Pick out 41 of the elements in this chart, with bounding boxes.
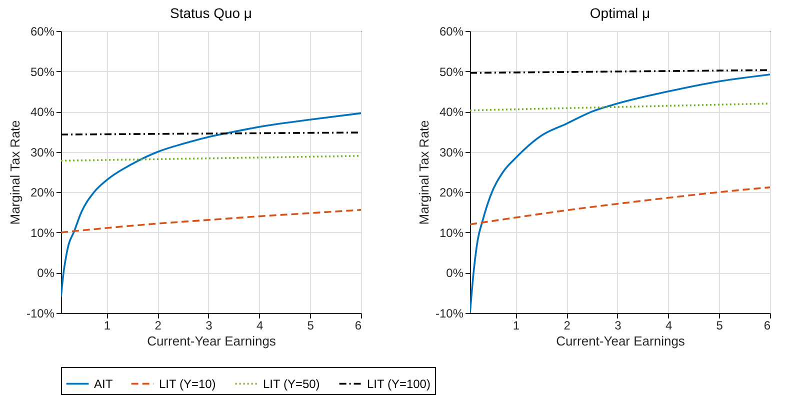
y-tick-label: 40%: [439, 105, 464, 120]
y-tick-label: -10%: [26, 306, 55, 320]
y-tick-label: 30%: [30, 145, 55, 160]
x-tick-label: 5: [307, 318, 314, 332]
legend-label: AIT: [94, 376, 114, 391]
y-tick-label: 10%: [30, 226, 55, 240]
y-axis-title: Marginal Tax Rate: [416, 120, 432, 225]
x-axis-title: Current-Year Earnings: [147, 334, 276, 348]
legend-label: LIT (Y=10): [159, 376, 216, 391]
y-tick-label: 50%: [30, 64, 55, 79]
line-series: [470, 186, 770, 226]
x-tick-label: 1: [512, 318, 520, 332]
y-tick-label: 0%: [37, 266, 55, 280]
y-tick-label: 60%: [30, 24, 55, 38]
y-tick-label: 50%: [439, 64, 464, 79]
y-tick-label: -10%: [435, 306, 464, 320]
x-tick-label: 5: [716, 318, 724, 332]
x-tick-label: 3: [206, 318, 213, 332]
x-tick-label: 2: [154, 318, 162, 332]
y-tick-label: 20%: [439, 186, 464, 200]
y-tick-label: 0%: [446, 266, 464, 280]
x-tick-label: 6: [764, 318, 771, 332]
y-tick-label: 10%: [439, 226, 464, 240]
x-tick-label: 6: [354, 318, 362, 332]
line-series: [61, 112, 361, 298]
x-tick-label: 4: [256, 318, 264, 332]
line-series: [61, 208, 361, 234]
legend-label: LIT (Y=100): [367, 376, 430, 391]
x-tick-label: 1: [104, 318, 111, 332]
chart-title: Optimal μ: [590, 5, 650, 21]
x-tick-label: 3: [614, 318, 622, 332]
y-tick-label: 40%: [30, 105, 55, 120]
y-axis-title: Marginal Tax Rate: [7, 120, 22, 225]
y-tick-label: 60%: [439, 24, 464, 38]
y-tick-label: 20%: [30, 186, 55, 200]
x-tick-label: 2: [564, 318, 571, 332]
legend-label: LIT (Y=50): [263, 376, 320, 391]
x-tick-label: 4: [665, 318, 672, 332]
y-tick-label: 30%: [439, 145, 464, 160]
chart-title: Status Quo μ: [170, 5, 252, 21]
x-axis-title: Current-Year Earnings: [556, 334, 686, 348]
